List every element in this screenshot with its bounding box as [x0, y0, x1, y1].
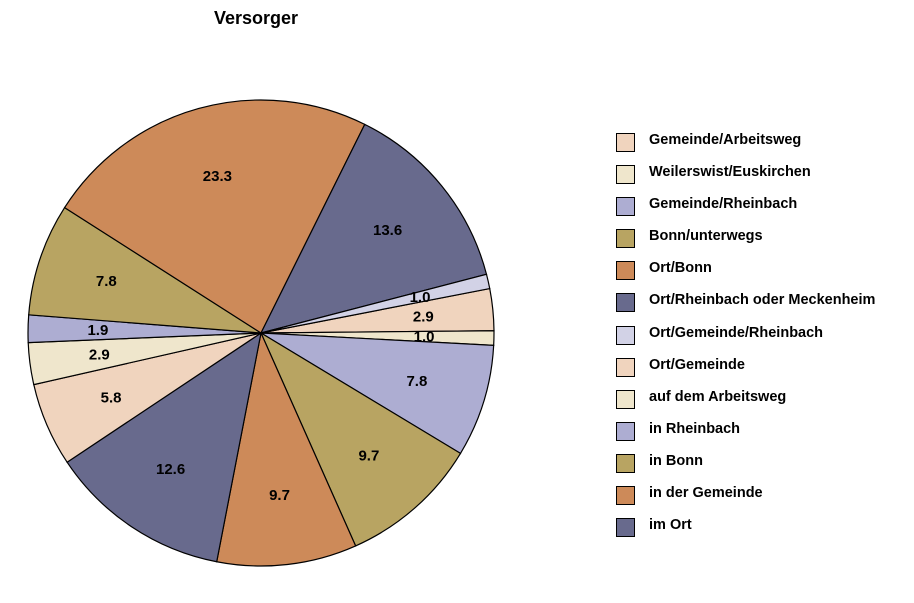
slice-value-label: 5.8 [101, 389, 122, 406]
legend-label: Ort/Gemeinde [649, 356, 745, 373]
legend-label: in der Gemeinde [649, 485, 763, 502]
slice-value-label: 23.3 [203, 168, 232, 185]
legend-label: Gemeinde/Rheinbach [649, 196, 798, 213]
pie-slice [260, 273, 491, 334]
pie-slice [259, 331, 462, 547]
legend-swatch [616, 389, 635, 409]
legend-swatch [616, 518, 635, 538]
legend-swatch [616, 293, 635, 313]
slice-value-label: 12.6 [156, 461, 185, 478]
legend-swatch [616, 229, 635, 249]
legend-swatch [616, 357, 635, 377]
legend-swatch [616, 421, 635, 441]
pie-slice [66, 331, 262, 563]
legend-label: in Rheinbach [649, 420, 741, 437]
legend-swatch [616, 197, 635, 217]
pie-slice [28, 206, 262, 334]
legend-label: Weilerswist/Euskirchen [649, 164, 811, 181]
pie-slice [260, 332, 495, 455]
slice-value-label: 7.8 [96, 273, 117, 290]
legend-swatch [616, 453, 635, 473]
chart-title: Versorger [213, 8, 299, 28]
legend-label: Bonn/unterwegs [649, 228, 763, 245]
slice-value-label: 9.7 [358, 447, 379, 464]
legend-swatch [616, 486, 635, 506]
legend-label: Ort/Bonn [649, 260, 712, 277]
slice-value-label: 7.8 [406, 373, 427, 390]
legend-swatch [616, 133, 635, 152]
slice-value-label: 1.0 [414, 329, 435, 346]
legend-label: auf dem Arbeitsweg [649, 388, 787, 405]
pie-slice [215, 331, 357, 567]
legend-label: Ort/Gemeinde/Rheinbach [649, 324, 824, 341]
legend-label: Gemeinde/Arbeitsweg [649, 132, 802, 148]
legend-label: Ort/Rheinbach oder Meckenheim [649, 292, 876, 309]
slice-value-label: 9.7 [269, 487, 290, 504]
slice-value-label: 2.9 [89, 347, 110, 364]
slice-value-label: 1.0 [410, 289, 431, 306]
pie-slice [259, 123, 488, 334]
slice-value-label: 2.9 [413, 309, 434, 326]
slice-value-label: 13.6 [373, 222, 402, 239]
legend-label: in Bonn [649, 452, 703, 469]
legend-swatch [616, 261, 635, 281]
legend-swatch [616, 325, 635, 345]
legend-label: im Ort [649, 517, 692, 534]
legend-swatch [616, 165, 635, 185]
slice-value-label: 1.9 [87, 322, 108, 339]
